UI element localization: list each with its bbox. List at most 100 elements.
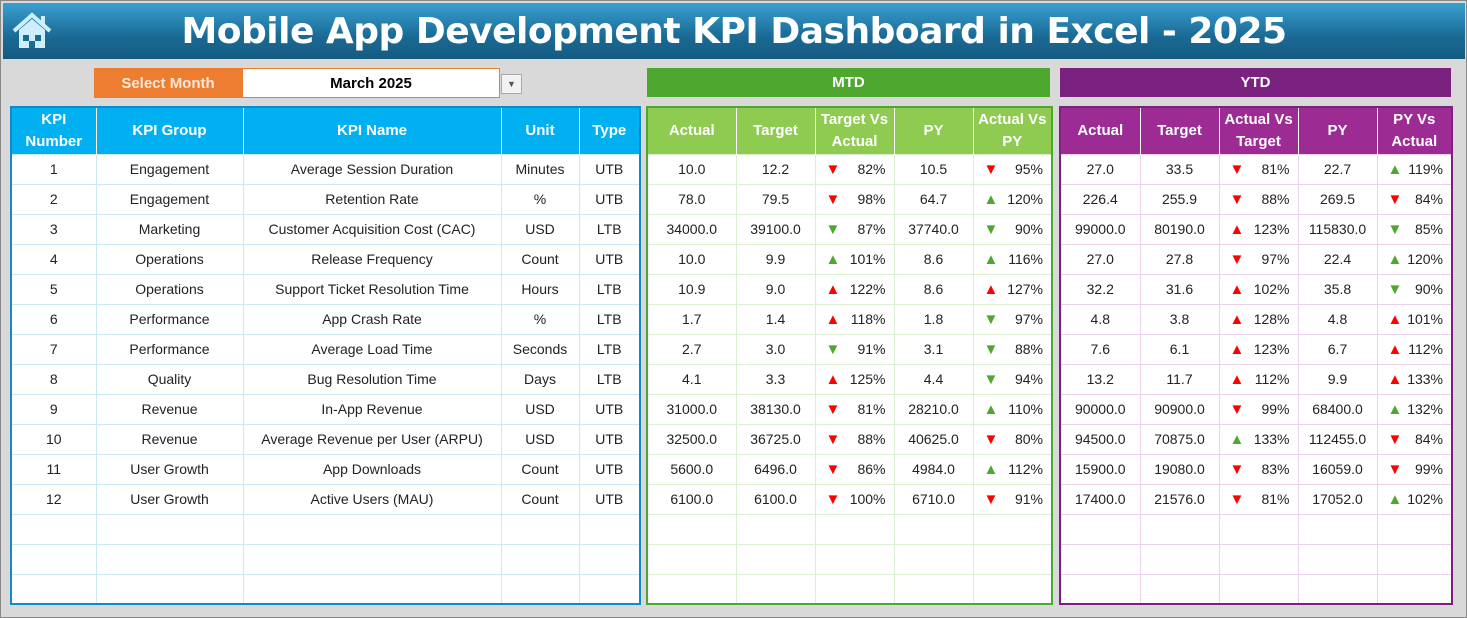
ytd-target: 31.6 [1139, 273, 1220, 305]
variance-cell: ▼ 81% [1218, 483, 1299, 515]
ytd-actual: 13.2 [1059, 363, 1141, 395]
variance-cell: ▲ 101% [814, 243, 895, 275]
ytd-section-title: YTD [1060, 68, 1451, 97]
kpi-name: Average Load Time [242, 333, 502, 365]
kpi-table: KPI Number KPI Group KPI Name Unit Type 1 Enga… [10, 106, 641, 605]
mtd-target: 12.2 [735, 153, 816, 185]
arrow-up-icon: ▲ [1229, 340, 1245, 358]
empty-cell [735, 543, 816, 575]
kpi-unit: USD [500, 213, 580, 245]
variance-percent: 82% [857, 161, 886, 177]
variance-percent: 81% [857, 401, 886, 417]
empty-cell [972, 513, 1053, 545]
ytd-py: 115830.0 [1297, 213, 1378, 245]
mtd-target: 3.0 [735, 333, 816, 365]
arrow-down-icon: ▼ [1229, 250, 1245, 268]
empty-cell [1376, 573, 1453, 605]
table-row: 7 Performance Average Load Time Seconds LTB [10, 333, 641, 365]
variance-cell: ▲ 101% [1376, 303, 1453, 335]
empty-cell [646, 513, 737, 545]
empty-cell [578, 543, 641, 575]
ytd-target: 27.8 [1139, 243, 1220, 275]
variance-cell: ▲ 123% [1218, 333, 1299, 365]
variance-cell: ▼ 90% [1376, 273, 1453, 305]
column-header: KPI Number [11, 107, 97, 154]
chevron-down-icon[interactable]: ▼ [501, 74, 522, 94]
variance-percent: 95% [1014, 161, 1043, 177]
ytd-target: 21576.0 [1139, 483, 1220, 515]
arrow-down-icon: ▼ [1387, 460, 1403, 478]
month-select[interactable]: March 2025 [242, 68, 500, 98]
empty-row [646, 573, 1053, 605]
table-row: 15900.0 19080.0 ▼ 83% 16059.0 ▼ 99% [1059, 453, 1453, 485]
kpi-name: Support Ticket Resolution Time [242, 273, 502, 305]
mtd-actual: 1.7 [646, 303, 737, 335]
kpi-group: Revenue [95, 393, 244, 425]
column-header: PY [894, 107, 974, 154]
kpi-type: UTB [578, 453, 641, 485]
variance-percent: 133% [1253, 431, 1290, 447]
table-row: 78.0 79.5 ▼ 98% 64.7 ▲ 120% [646, 183, 1053, 215]
empty-row [1059, 513, 1453, 545]
kpi-type: UTB [578, 393, 641, 425]
kpi-name: Retention Rate [242, 183, 502, 215]
variance-percent: 128% [1253, 311, 1290, 327]
table-row: 12 User Growth Active Users (MAU) Count UTB [10, 483, 641, 515]
empty-cell [646, 573, 737, 605]
variance-percent: 100% [849, 491, 886, 507]
kpi-unit: Seconds [500, 333, 580, 365]
variance-percent: 88% [1261, 191, 1290, 207]
arrow-down-icon: ▼ [983, 430, 999, 448]
arrow-down-icon: ▼ [983, 340, 999, 358]
kpi-unit: Count [500, 453, 580, 485]
ytd-actual: 4.8 [1059, 303, 1141, 335]
empty-cell [1297, 513, 1378, 545]
empty-cell [1376, 513, 1453, 545]
kpi-group: Engagement [95, 153, 244, 185]
empty-row [10, 543, 641, 575]
mtd-target: 6100.0 [735, 483, 816, 515]
kpi-type: LTB [578, 333, 641, 365]
empty-cell [1059, 573, 1141, 605]
ytd-target: 90900.0 [1139, 393, 1220, 425]
kpi-type: UTB [578, 243, 641, 275]
home-icon[interactable] [11, 11, 53, 51]
mtd-actual: 34000.0 [646, 213, 737, 245]
kpi-type: UTB [578, 483, 641, 515]
ytd-py: 16059.0 [1297, 453, 1378, 485]
variance-cell: ▼ 86% [814, 453, 895, 485]
mtd-actual: 32500.0 [646, 423, 737, 455]
kpi-name: Average Session Duration [242, 153, 502, 185]
table-row: 10 Revenue Average Revenue per User (ARPU)… [10, 423, 641, 455]
mtd-target: 39100.0 [735, 213, 816, 245]
mtd-py: 37740.0 [893, 213, 974, 245]
variance-percent: 94% [1014, 371, 1043, 387]
mtd-py: 4.4 [893, 363, 974, 395]
empty-cell [1059, 543, 1141, 575]
kpi-type: LTB [578, 273, 641, 305]
table-row: 4 Operations Release Frequency Count UTB [10, 243, 641, 275]
ytd-target: 80190.0 [1139, 213, 1220, 245]
variance-cell: ▲ 112% [972, 453, 1053, 485]
table-row: 4.8 3.8 ▲ 128% 4.8 ▲ 101% [1059, 303, 1453, 335]
table-row: 8 Quality Bug Resolution Time Days LTB [10, 363, 641, 395]
kpi-group: Quality [95, 363, 244, 395]
arrow-down-icon: ▼ [983, 220, 999, 238]
column-header: Type [579, 107, 641, 154]
variance-percent: 99% [1261, 401, 1290, 417]
variance-percent: 84% [1414, 431, 1443, 447]
kpi-unit: % [500, 303, 580, 335]
mtd-target: 38130.0 [735, 393, 816, 425]
mtd-py: 1.8 [893, 303, 974, 335]
mtd-py: 64.7 [893, 183, 974, 215]
table-row: 226.4 255.9 ▼ 88% 269.5 ▼ 84% [1059, 183, 1453, 215]
ytd-target: 19080.0 [1139, 453, 1220, 485]
variance-percent: 120% [1407, 251, 1443, 267]
empty-cell [1059, 513, 1141, 545]
arrow-down-icon: ▼ [983, 160, 999, 178]
variance-cell: ▲ 102% [1218, 273, 1299, 305]
ytd-actual: 17400.0 [1059, 483, 1141, 515]
variance-cell: ▼ 94% [972, 363, 1053, 395]
empty-cell [500, 543, 580, 575]
variance-percent: 118% [850, 311, 886, 327]
